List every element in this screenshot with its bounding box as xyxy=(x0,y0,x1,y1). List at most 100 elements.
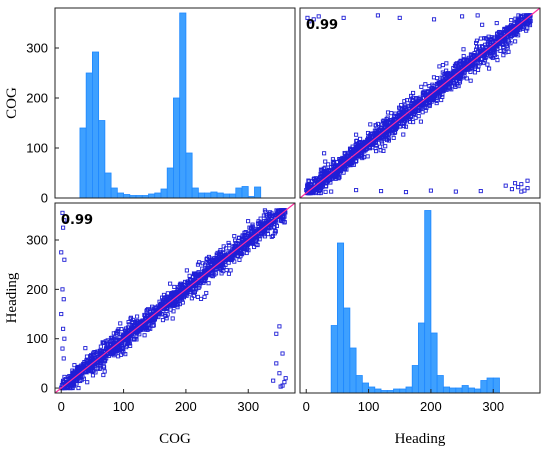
histogram-bar xyxy=(216,192,224,199)
scatter-point xyxy=(187,273,192,278)
histogram-bar xyxy=(349,347,357,394)
cog-vs-heading-scatter-panel: 0.99 xyxy=(299,7,541,199)
histogram-bar xyxy=(185,152,193,199)
scatter-point xyxy=(396,113,401,118)
scatter-point xyxy=(402,99,407,104)
scatter-point xyxy=(481,60,486,66)
scatter-point xyxy=(177,288,183,293)
scatter-point xyxy=(151,323,156,328)
cog-histogram-bars xyxy=(79,12,262,199)
heading-vs-cog-points xyxy=(54,202,296,394)
x-axis-label-cog: COG xyxy=(159,431,191,447)
scatter-point xyxy=(126,320,131,325)
scatter-point xyxy=(436,89,441,94)
histogram-bar xyxy=(455,387,463,394)
histogram-bar xyxy=(442,386,451,394)
scatter-point xyxy=(192,283,197,288)
scatter-point xyxy=(413,100,418,105)
scatter-point xyxy=(91,368,96,373)
scatter-point xyxy=(453,189,458,194)
cog-histogram-panel xyxy=(54,7,296,199)
scatter-point xyxy=(109,341,114,347)
scatter-point xyxy=(184,292,189,297)
scatter-point xyxy=(487,66,492,71)
scatter-point xyxy=(355,155,360,160)
scatter-point xyxy=(218,248,223,253)
cog-heading-correlation-label: 0.99 xyxy=(306,18,338,33)
scatter-point xyxy=(237,257,242,262)
scatter-point xyxy=(272,225,277,230)
scatter-point xyxy=(379,134,384,139)
scatter-point xyxy=(480,57,485,62)
scatter-point xyxy=(323,189,328,194)
scatter-point xyxy=(440,63,446,68)
scatter-point xyxy=(110,335,115,340)
scatter-point xyxy=(367,134,372,139)
scatter-point xyxy=(330,161,335,166)
x-tick-label: 200 xyxy=(175,399,197,414)
x-tick-label: 100 xyxy=(358,399,380,414)
scatter-point xyxy=(390,125,395,130)
scatter-point xyxy=(341,15,346,20)
scatter-point xyxy=(203,262,208,267)
scatter-point xyxy=(420,103,425,108)
histogram-bar xyxy=(393,388,401,394)
histogram-bar xyxy=(166,167,174,199)
scatter-point xyxy=(349,151,354,157)
scatter-point xyxy=(380,119,385,124)
scatter-point xyxy=(402,104,408,109)
scatter-point xyxy=(261,222,266,227)
scatter-point xyxy=(460,14,465,19)
scatter-point xyxy=(88,359,93,364)
scatter-point xyxy=(505,45,510,50)
scatter-point xyxy=(59,311,64,317)
scatter-point xyxy=(337,175,342,180)
scatter-point xyxy=(277,371,282,376)
scatter-point xyxy=(61,326,66,331)
scatter-point xyxy=(482,52,487,57)
scatter-point xyxy=(495,43,500,48)
scatter-point xyxy=(384,120,389,125)
scatter-point xyxy=(427,103,432,109)
scatter-point xyxy=(509,187,515,192)
scatter-point xyxy=(62,218,67,223)
scatter-point xyxy=(521,24,526,30)
scatter-point xyxy=(333,164,338,169)
scatter-point xyxy=(81,376,86,381)
scatter-point xyxy=(150,304,155,309)
histogram-bar xyxy=(374,388,382,394)
scatter-point xyxy=(519,189,524,194)
scatter-point xyxy=(71,380,76,386)
scatter-point xyxy=(505,26,510,31)
histogram-bar xyxy=(85,72,93,199)
scatter-point xyxy=(258,216,263,221)
scatter-point xyxy=(97,366,102,371)
scatter-point xyxy=(402,123,407,129)
histogram-bar xyxy=(229,193,237,199)
scatter-point xyxy=(318,167,323,172)
scatter-point xyxy=(482,56,487,61)
scatter-point xyxy=(151,318,156,323)
y-tick-label: 100 xyxy=(26,141,48,156)
scatter-point xyxy=(365,146,370,151)
histogram-bar xyxy=(110,187,118,199)
scatter-point xyxy=(174,300,179,305)
scatter-point xyxy=(516,13,521,18)
scatter-point xyxy=(350,160,355,165)
scatter-point xyxy=(70,386,75,391)
scatter-point xyxy=(262,234,268,239)
scatter-point xyxy=(329,189,334,194)
scatter-point xyxy=(412,105,417,110)
scatter-point xyxy=(375,13,380,18)
axis-ticks: 0 100 200 300 0 100 200 300 0 100 200 300 0 100 200 300 xyxy=(26,41,504,415)
scatter-point xyxy=(354,139,359,144)
histogram-bar xyxy=(430,332,438,394)
histogram-bar xyxy=(173,97,181,199)
scatter-point xyxy=(397,105,402,110)
scatter-point xyxy=(423,82,428,87)
scatter-point xyxy=(385,110,391,115)
scatter-point xyxy=(472,70,478,75)
scatter-point xyxy=(452,83,457,88)
scatter-point xyxy=(316,14,321,19)
histogram-bar xyxy=(336,242,345,394)
